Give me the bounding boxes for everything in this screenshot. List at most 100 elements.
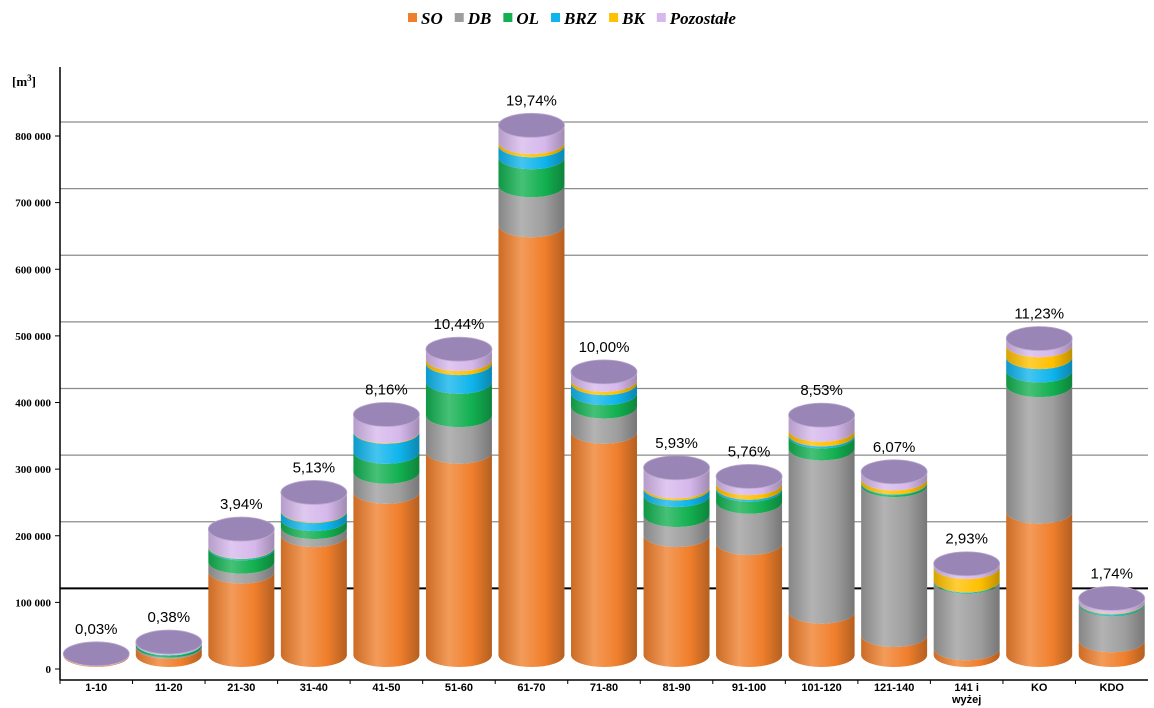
bar-segment-pozostałe bbox=[643, 467, 710, 499]
bar-segment-bk bbox=[498, 141, 565, 158]
percent-label: 1,74% bbox=[1090, 565, 1133, 582]
bar-segment-bk bbox=[933, 567, 1000, 593]
percent-label: 11,23% bbox=[1014, 306, 1064, 323]
x-axis: 1-10 11-20 21-30 31-40 41-50 51-60 61-70 71-80 8… bbox=[59, 679, 1148, 706]
bar-21-30 bbox=[207, 516, 275, 667]
legend: SO DB OL BRZ BK Pozostałe bbox=[408, 9, 736, 28]
y-axis-unit-label: [m3] bbox=[12, 73, 36, 89]
x-tick-label: 121-140 bbox=[874, 682, 914, 694]
percent-label: 10,44% bbox=[433, 316, 484, 333]
bar-top-cap bbox=[425, 336, 493, 362]
bar-segment-db bbox=[933, 581, 1000, 661]
bar-top-cap bbox=[860, 459, 928, 485]
y-tick-label: 800 000 bbox=[15, 131, 51, 143]
bar-segment-bk bbox=[643, 486, 710, 501]
legend-swatch-brz bbox=[551, 13, 561, 22]
x-tick-label: KDO bbox=[1100, 682, 1125, 694]
x-tick-label: 31-40 bbox=[300, 682, 328, 694]
percent-label: 0,03% bbox=[75, 621, 118, 638]
bar-segment-brz bbox=[280, 511, 347, 532]
legend-swatch-db bbox=[454, 13, 464, 22]
bar-segment-bk bbox=[571, 379, 637, 396]
legend-swatch-bk bbox=[609, 13, 619, 22]
percent-label: 8,16% bbox=[365, 381, 408, 398]
bar-segment-bk bbox=[716, 483, 783, 500]
bar-segment-pozostałe bbox=[280, 492, 347, 523]
bar-segment-pozostałe bbox=[425, 349, 492, 372]
bar-top-cap bbox=[1005, 326, 1073, 351]
bar-segment-so bbox=[716, 543, 783, 667]
bar-top-cap bbox=[498, 112, 565, 138]
bar-segment-so bbox=[788, 611, 855, 667]
y-tick-label: 400 000 bbox=[15, 398, 51, 410]
bar-segment-db bbox=[643, 515, 710, 548]
legend-swatch-ol bbox=[503, 13, 513, 22]
bar-segment-db bbox=[353, 471, 420, 504]
bar-31-40 bbox=[280, 480, 348, 667]
x-tick-label: 51-60 bbox=[445, 682, 473, 694]
x-tick-label: 11-20 bbox=[155, 682, 183, 694]
bar-segment-pozostałe bbox=[1078, 598, 1145, 614]
x-tick-label: 101-120 bbox=[801, 682, 841, 694]
bar-segment-ol bbox=[353, 451, 420, 484]
bar-segment-so bbox=[1006, 511, 1073, 667]
legend-label: OL bbox=[516, 9, 539, 28]
bar-segment-ol bbox=[280, 519, 347, 540]
x-tick-label: 21-30 bbox=[227, 682, 255, 694]
y-tick-label: 0 bbox=[46, 664, 52, 676]
bar-61-70 bbox=[498, 112, 565, 668]
bar-segment-so bbox=[861, 635, 928, 667]
bar-segment-brz bbox=[716, 487, 783, 502]
bar-51-60 bbox=[425, 336, 493, 667]
bar-top-cap bbox=[643, 455, 710, 481]
bar-segment-pozostałe bbox=[498, 125, 565, 154]
bar-81-90 bbox=[643, 455, 710, 667]
bar-ko bbox=[1005, 326, 1073, 667]
bar-segment-db bbox=[1006, 385, 1073, 524]
bar-segment-so bbox=[353, 491, 420, 667]
bar-top-cap bbox=[280, 480, 348, 505]
bar-segment-so bbox=[498, 225, 565, 668]
bar-segment-db bbox=[571, 406, 637, 444]
bar-top-cap bbox=[207, 516, 275, 542]
bar-segment-ol bbox=[861, 483, 928, 498]
legend-label: DB bbox=[467, 9, 492, 28]
percent-labels: 0,03% 0,38% 3,94% 5,13% 8,16% 10,44% 19,74% 10,… bbox=[75, 92, 1133, 637]
bar-top-cap bbox=[1078, 585, 1146, 611]
y-tick-label: 300 000 bbox=[15, 464, 51, 476]
bar-segment-ol bbox=[571, 393, 637, 419]
bar-segment-db bbox=[498, 185, 565, 238]
y-tick-label: 500 000 bbox=[15, 331, 51, 343]
bar-segment-so bbox=[571, 431, 637, 667]
bar-top-cap bbox=[62, 641, 130, 667]
x-tick-label: 1-10 bbox=[85, 682, 107, 694]
bar-segment-so bbox=[643, 535, 710, 667]
bar-segment-brz bbox=[498, 145, 565, 170]
bar-segment-pozostałe bbox=[1006, 338, 1073, 358]
bar-segment-so bbox=[1078, 640, 1145, 667]
legend-swatch-pozostałe bbox=[656, 13, 666, 22]
bar-segment-db bbox=[788, 448, 855, 624]
bar-1-10 bbox=[62, 641, 130, 667]
bar-segment-brz bbox=[788, 434, 855, 449]
bar-segment-ol bbox=[498, 157, 565, 198]
bar-segment-db bbox=[280, 527, 347, 548]
bar-segment-pozostałe bbox=[716, 476, 783, 496]
x-tick-label: 91-100 bbox=[732, 682, 766, 694]
bar-segment-pozostałe bbox=[353, 414, 420, 444]
y-tick-label: 200 000 bbox=[15, 531, 51, 543]
bar-segment-bk bbox=[425, 359, 492, 376]
bar-segment-ol bbox=[208, 548, 275, 574]
bar-91-100 bbox=[715, 464, 783, 667]
bar-segment-so bbox=[425, 451, 492, 667]
bar-top-cap bbox=[135, 629, 203, 655]
bar-segment-brz bbox=[643, 488, 710, 508]
bar-segment-brz bbox=[425, 363, 492, 394]
y-tick-label: 600 000 bbox=[15, 264, 51, 276]
bars bbox=[62, 112, 1146, 668]
bar-41-50 bbox=[352, 402, 420, 667]
bar-11-20 bbox=[135, 629, 203, 667]
bar-121-140 bbox=[860, 459, 928, 667]
legend-swatch-so bbox=[408, 13, 417, 22]
